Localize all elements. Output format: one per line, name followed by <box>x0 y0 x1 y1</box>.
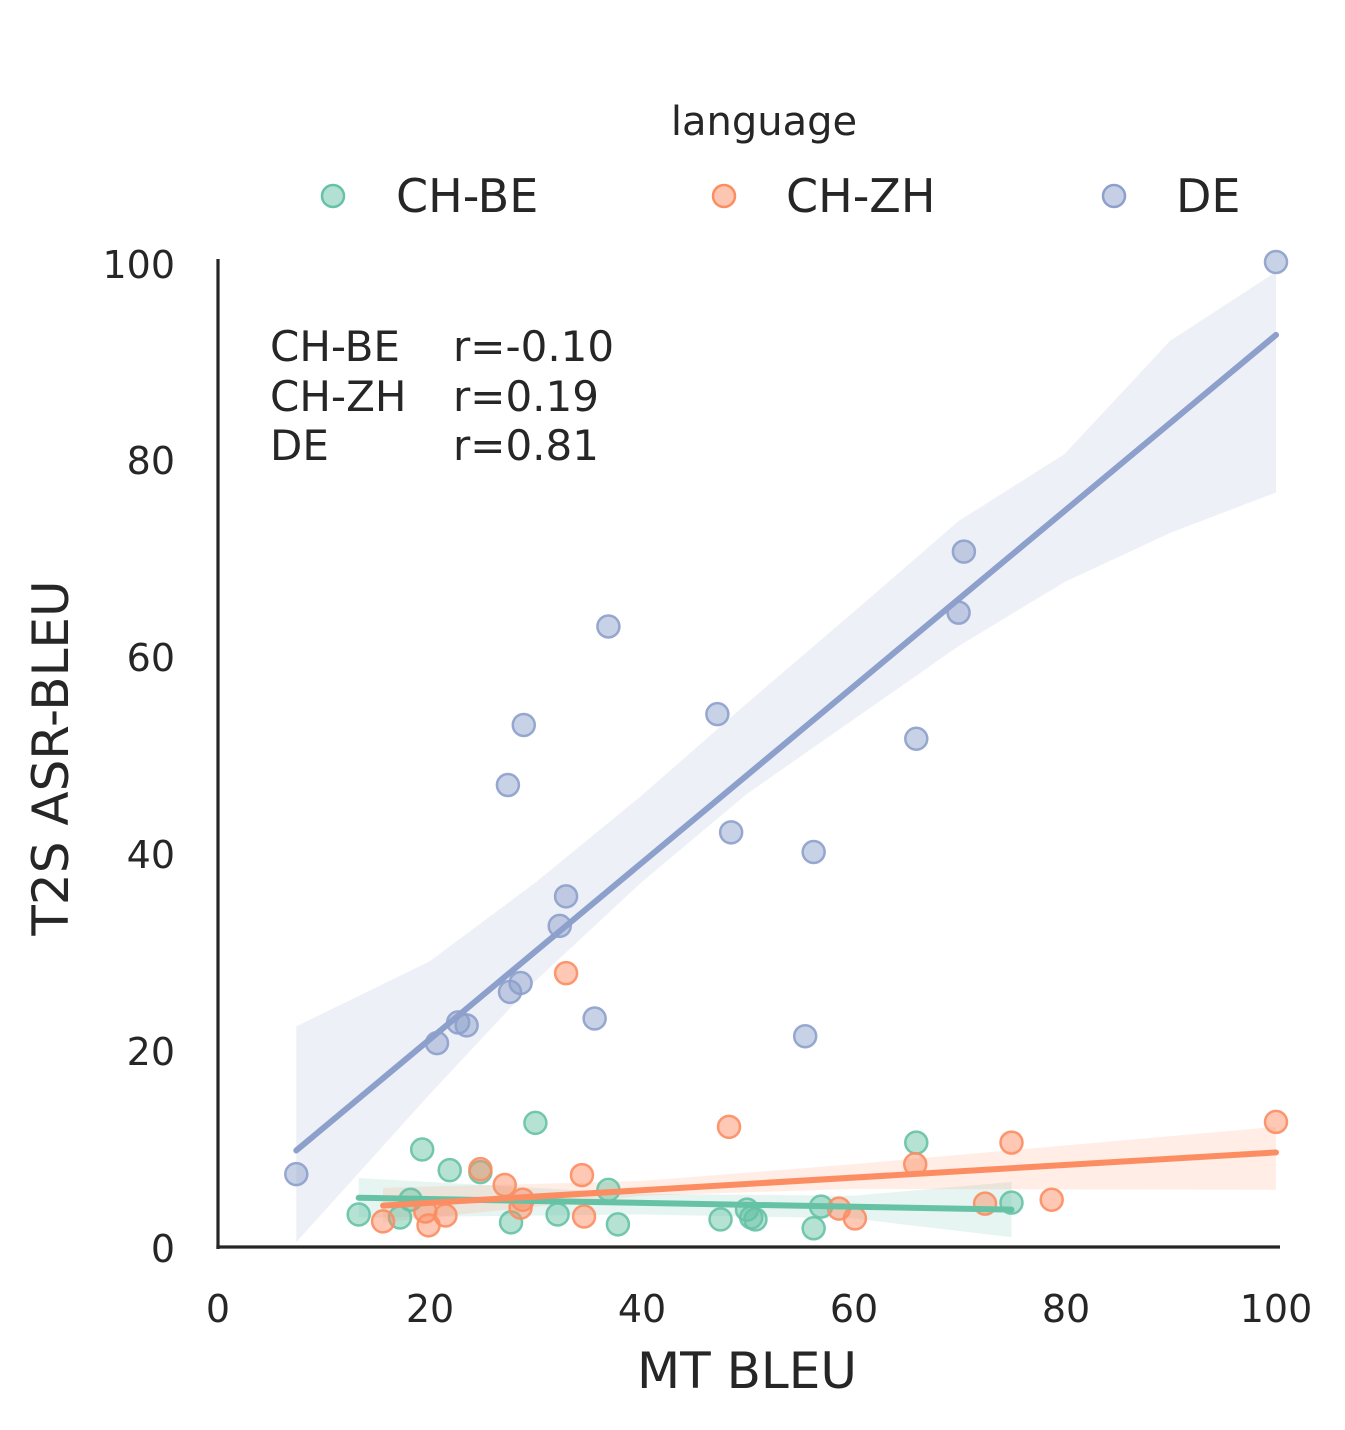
annotation-ch-be-label: CH-BE <box>270 322 400 371</box>
data-point-de <box>904 726 929 751</box>
legend-label-ch-be: CH-BE <box>396 169 538 223</box>
data-point-ch-zh <box>1039 1187 1064 1212</box>
correlation-annotations: CH-BE r=-0.10 CH-ZH r=0.19 DE r=0.81 <box>270 322 614 470</box>
data-point-ch-zh <box>492 1172 517 1198</box>
data-point-de <box>553 884 579 909</box>
legend-label-de: DE <box>1176 169 1241 223</box>
y-tick-label: 40 <box>127 833 175 877</box>
data-point-ch-zh <box>468 1156 493 1182</box>
data-point-ch-be <box>743 1207 768 1232</box>
x-tick-label: 80 <box>1042 1287 1090 1331</box>
data-point-ch-be <box>346 1202 371 1227</box>
data-point-ch-zh <box>370 1209 396 1234</box>
data-point-de <box>508 970 533 996</box>
data-point-de <box>454 1013 479 1038</box>
annotation-de-label: DE <box>270 421 329 470</box>
y-axis-ticks: 0 20 40 60 80 100 <box>102 243 175 1271</box>
x-tick-label: 100 <box>1240 1287 1313 1331</box>
data-point-ch-be <box>545 1202 570 1227</box>
axes <box>216 259 1280 1249</box>
data-point-ch-be <box>801 1216 826 1241</box>
data-point-ch-be <box>409 1137 435 1162</box>
annotation-de-r: r=0.81 <box>453 421 599 470</box>
x-axis-label: MT BLEU <box>637 1342 857 1400</box>
y-axis-label: T2S ASR-BLEU <box>22 580 80 936</box>
y-tick-label: 60 <box>127 636 175 680</box>
data-point-de <box>951 539 977 564</box>
x-tick-label: 0 <box>206 1287 230 1331</box>
annotation-ch-zh-r: r=0.19 <box>453 372 599 421</box>
confidence-band-ch-zh <box>383 1126 1277 1223</box>
x-tick-label: 60 <box>830 1287 878 1331</box>
data-point-de <box>718 820 744 845</box>
data-point-de <box>284 1161 309 1187</box>
data-point-de <box>511 712 537 738</box>
regression-line-ch-zh <box>380 1149 1279 1209</box>
annotation-ch-zh-label: CH-ZH <box>270 372 406 421</box>
y-tick-label: 0 <box>151 1227 175 1271</box>
data-point-ch-be <box>605 1212 631 1237</box>
plot-area <box>284 249 1289 1243</box>
legend-title: language <box>671 99 857 145</box>
x-tick-label: 20 <box>406 1287 454 1331</box>
data-point-ch-zh <box>553 960 579 986</box>
regression-line-de <box>293 331 1279 1154</box>
legend: language CH-BE CH-ZH DE <box>320 99 1241 223</box>
data-point-ch-be <box>708 1207 733 1232</box>
data-point-ch-be <box>437 1157 462 1183</box>
data-point-de <box>792 1023 818 1049</box>
confidence-band-de <box>296 271 1276 1243</box>
y-tick-label: 100 <box>102 243 175 287</box>
data-point-ch-zh <box>842 1206 868 1231</box>
x-tick-label: 40 <box>618 1287 666 1331</box>
data-point-de <box>801 839 826 865</box>
legend-label-ch-zh: CH-ZH <box>786 169 935 223</box>
data-point-ch-zh <box>569 1162 595 1188</box>
data-point-de <box>495 772 521 798</box>
legend-marker-ch-be <box>320 183 346 209</box>
data-point-ch-be <box>523 1110 548 1136</box>
data-point-ch-zh <box>433 1203 458 1228</box>
confidence-band-ch-be <box>358 1178 1012 1238</box>
data-point-ch-zh <box>571 1204 597 1229</box>
data-point-de <box>1263 249 1289 275</box>
data-point-ch-zh <box>1263 1109 1289 1135</box>
y-tick-label: 80 <box>127 439 175 483</box>
data-point-ch-zh <box>716 1114 742 1140</box>
legend-marker-ch-zh <box>711 183 737 209</box>
x-axis-ticks: 0 20 40 60 80 100 <box>206 1287 1312 1331</box>
data-point-de <box>705 701 730 727</box>
data-point-de <box>582 1006 607 1031</box>
y-tick-label: 20 <box>127 1030 175 1074</box>
annotation-ch-be-r: r=-0.10 <box>453 322 614 371</box>
data-point-ch-be <box>904 1130 929 1155</box>
legend-marker-de <box>1101 183 1127 209</box>
data-point-ch-zh <box>999 1130 1024 1155</box>
data-point-de <box>596 614 621 639</box>
